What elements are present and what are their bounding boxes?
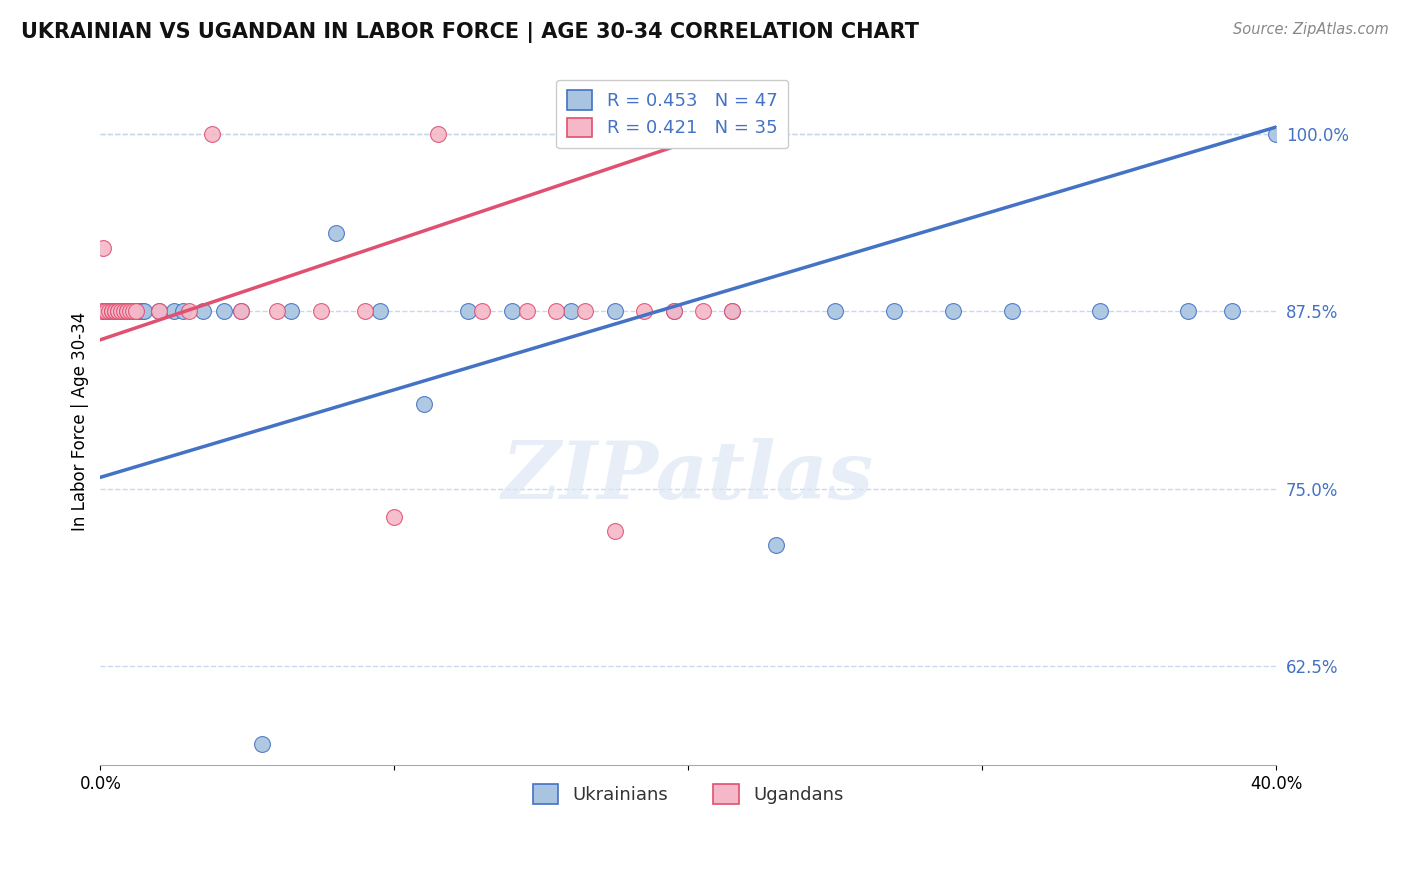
Point [231, 304, 253, 318]
Point [662, 304, 685, 318]
Point [110, 304, 132, 318]
Point [633, 304, 655, 318]
Point [201, 127, 224, 141]
Point [131, 304, 153, 318]
Point [501, 304, 523, 318]
Point [107, 304, 129, 318]
Point [280, 304, 302, 318]
Point [121, 304, 143, 318]
Point [603, 304, 626, 318]
Point [544, 304, 567, 318]
Point [212, 304, 235, 318]
Point [115, 304, 138, 318]
Point [110, 304, 132, 318]
Point [91, 304, 114, 318]
Point [662, 304, 685, 318]
Point [457, 304, 479, 318]
Point [107, 304, 129, 318]
Point [96, 304, 118, 318]
Point [471, 304, 494, 318]
Point [96, 304, 118, 318]
Point [368, 304, 391, 318]
Point [692, 304, 714, 318]
Point [1000, 304, 1022, 318]
Point [101, 304, 124, 318]
Point [883, 304, 905, 318]
Point [1088, 304, 1111, 318]
Point [104, 304, 127, 318]
Point [118, 304, 141, 318]
Point [124, 304, 146, 318]
Point [516, 304, 538, 318]
Point [148, 304, 170, 318]
Point [942, 304, 965, 318]
Text: UKRAINIAN VS UGANDAN IN LABOR FORCE | AGE 30-34 CORRELATION CHART: UKRAINIAN VS UGANDAN IN LABOR FORCE | AG… [21, 22, 920, 44]
Point [382, 510, 405, 524]
Text: Source: ZipAtlas.com: Source: ZipAtlas.com [1233, 22, 1389, 37]
Point [177, 304, 200, 318]
Point [412, 396, 434, 410]
Point [574, 304, 596, 318]
Point [193, 304, 215, 318]
Point [148, 304, 170, 318]
Point [163, 304, 186, 318]
Point [172, 304, 194, 318]
Point [118, 304, 141, 318]
Point [427, 127, 450, 141]
Point [112, 304, 135, 318]
Point [560, 304, 582, 318]
Point [266, 304, 288, 318]
Point [98, 304, 121, 318]
Point [824, 304, 846, 318]
Point [115, 304, 138, 318]
Legend: Ukrainians, Ugandans: Ukrainians, Ugandans [522, 773, 855, 814]
Point [124, 304, 146, 318]
Point [1265, 127, 1288, 141]
Point [250, 737, 273, 751]
Point [107, 304, 129, 318]
Point [101, 304, 124, 318]
Point [112, 304, 135, 318]
Point [104, 304, 127, 318]
Point [101, 304, 124, 318]
Point [112, 304, 135, 318]
Point [91, 304, 114, 318]
Y-axis label: In Labor Force | Age 30-34: In Labor Force | Age 30-34 [72, 311, 89, 531]
Point [721, 304, 744, 318]
Point [721, 304, 744, 318]
Point [104, 304, 127, 318]
Text: ZIPatlas: ZIPatlas [502, 438, 875, 515]
Point [128, 304, 150, 318]
Point [91, 304, 114, 318]
Point [1177, 304, 1199, 318]
Point [91, 241, 114, 255]
Point [115, 304, 138, 318]
Point [101, 304, 124, 318]
Point [107, 304, 129, 318]
Point [104, 304, 127, 318]
Point [121, 304, 143, 318]
Point [309, 304, 332, 318]
Point [134, 304, 156, 318]
Point [354, 304, 377, 318]
Point [603, 524, 626, 539]
Point [1220, 304, 1243, 318]
Point [325, 227, 347, 241]
Point [231, 304, 253, 318]
Point [98, 304, 121, 318]
Point [765, 538, 787, 552]
Point [110, 304, 132, 318]
